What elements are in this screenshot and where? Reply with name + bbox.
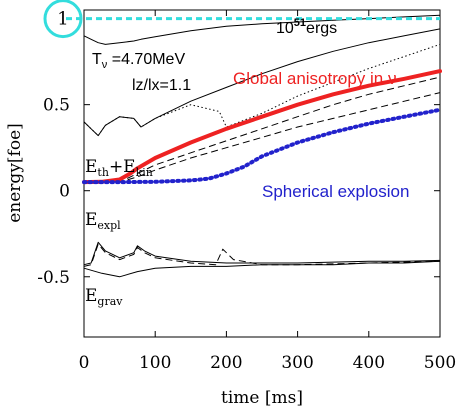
- series-label-spherical-explosion: Spherical explosion: [262, 182, 409, 201]
- x-tick-label: 400: [353, 353, 385, 373]
- x-tick-label: 0: [79, 353, 90, 373]
- x-axis-label: time [ms]: [221, 388, 303, 408]
- series-line-4: [83, 43, 441, 137]
- y-axis-label: energy[foe]: [5, 123, 25, 223]
- series-line-0: [82, 69, 442, 185]
- y-tick-label: -0.5: [37, 268, 70, 288]
- plot-frame: [83, 9, 441, 338]
- reference-line-label: 1051ergs: [276, 17, 337, 37]
- curve-label-thermal-kinetic: Eth+Ekin: [85, 157, 153, 179]
- x-tick-label: 100: [139, 353, 171, 373]
- series-label-global-anisotropy: Global anisotropy in ν: [233, 69, 396, 88]
- param-aspect-ratio: lz/lx=1.1: [132, 77, 191, 94]
- y-tick-label: 0: [59, 182, 70, 202]
- axis-ticks: [83, 10, 441, 337]
- series-line-3: [83, 28, 441, 137]
- curve-label-gravitational: Egrav: [85, 286, 123, 308]
- series-line-9: [83, 260, 441, 278]
- x-tick-label: 200: [210, 353, 242, 373]
- reference-marker-label: 1: [57, 9, 68, 30]
- curve-label-explosion: Eexpl: [85, 210, 121, 232]
- param-temperature: Tν =4.70MeV: [92, 51, 185, 71]
- series-layer: [82, 14, 442, 278]
- series-line-7: [83, 241, 441, 266]
- x-tick-label: 500: [424, 353, 456, 373]
- series-line-8: [83, 243, 441, 267]
- series-line-5: [84, 76, 441, 183]
- series-line-6: [84, 92, 441, 183]
- y-tick-label: 0.5: [43, 96, 70, 116]
- reference-marker-circle: [43, 0, 83, 39]
- tick-labels: 0 100 200 300 400 500 -0.5 0 0.5: [37, 96, 456, 373]
- series-line-1: [82, 107, 442, 185]
- x-tick-label: 300: [281, 353, 313, 373]
